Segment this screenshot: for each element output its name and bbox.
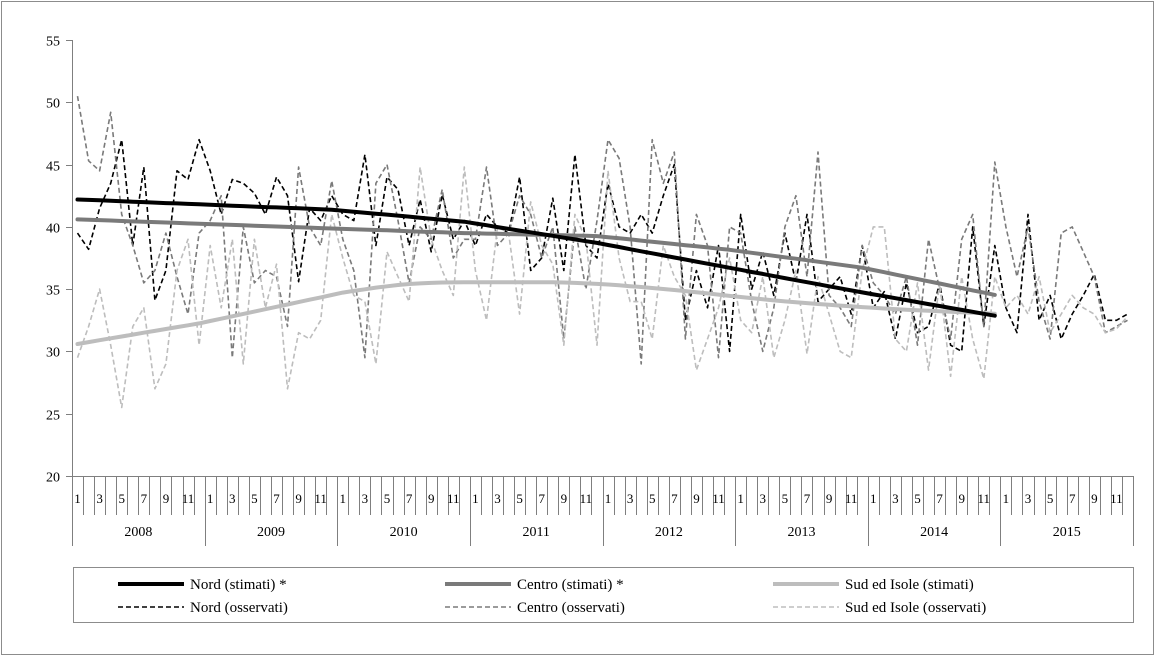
month-tick-label: 9	[163, 491, 170, 506]
y-tick-label: 45	[46, 160, 60, 175]
legend: Nord (stimati) * Centro (stimati) * Sud ed…	[73, 567, 1134, 623]
month-tick-label: 11	[580, 491, 593, 506]
legend-label: Sud ed Isole (osservati)	[845, 600, 986, 616]
month-tick-label: 5	[251, 491, 258, 506]
year-tick-label: 2010	[390, 525, 418, 540]
month-tick-label: 9	[958, 491, 965, 506]
year-tick-label: 2009	[257, 525, 285, 540]
y-tick-label: 40	[46, 222, 60, 237]
year-tick-label: 2014	[920, 525, 948, 540]
y-tick-label: 55	[46, 35, 60, 50]
month-tick-label: 7	[671, 491, 678, 506]
month-tick-label: 5	[649, 491, 656, 506]
series-lines	[75, 95, 1129, 409]
legend-box	[73, 567, 1134, 623]
month-tick-label: 3	[229, 491, 236, 506]
y-tick-label: 30	[46, 346, 60, 361]
month-tick-label: 3	[96, 491, 103, 506]
month-tick-label: 11	[845, 491, 858, 506]
month-tick-label: 5	[1047, 491, 1054, 506]
month-tick-label: 11	[447, 491, 460, 506]
series-line-3	[76, 138, 1128, 353]
series-line-2	[75, 280, 997, 346]
month-tick-label: 5	[516, 491, 523, 506]
month-tick-label: 11	[182, 491, 195, 506]
month-tick-label: 7	[538, 491, 545, 506]
month-tick-label: 11	[314, 491, 327, 506]
month-tick-label: 1	[605, 491, 612, 506]
month-tick-label: 1	[340, 491, 347, 506]
year-tick-label: 2013	[787, 525, 815, 540]
month-tick-label: 5	[782, 491, 789, 506]
y-tick-label: 50	[46, 97, 60, 112]
month-tick-label: 11	[1110, 491, 1123, 506]
series-line-5	[76, 166, 1129, 409]
year-tick-label: 2012	[655, 525, 683, 540]
month-tick-label: 5	[914, 491, 921, 506]
month-tick-label: 7	[804, 491, 811, 506]
month-tick-label: 9	[826, 491, 833, 506]
y-tick-label: 20	[46, 471, 60, 486]
month-tick-label: 1	[207, 491, 214, 506]
month-tick-label: 11	[978, 491, 991, 506]
month-tick-label: 11	[712, 491, 725, 506]
legend-label: Nord (stimati) *	[190, 577, 287, 593]
month-tick-label: 9	[295, 491, 302, 506]
month-tick-label: 3	[892, 491, 899, 506]
legend-label: Centro (osservati)	[517, 600, 625, 616]
month-tick-label: 1	[1003, 491, 1010, 506]
month-tick-label: 3	[362, 491, 369, 506]
month-tick-label: 1	[737, 491, 744, 506]
month-tick-label: 7	[406, 491, 413, 506]
legend-label: Nord (osservati)	[190, 600, 288, 616]
series-line-4	[76, 95, 1128, 365]
legend-label: Centro (stimati) *	[517, 577, 624, 593]
month-tick-label: 3	[1025, 491, 1032, 506]
month-tick-label: 5	[384, 491, 391, 506]
month-tick-label: 1	[472, 491, 479, 506]
month-tick-label: 7	[273, 491, 280, 506]
y-tick-label: 35	[46, 284, 60, 299]
month-tick-label: 3	[760, 491, 767, 506]
month-tick-label: 9	[1091, 491, 1098, 506]
year-tick-label: 2015	[1053, 525, 1081, 540]
legend-label: Sud ed Isole (stimati)	[845, 577, 974, 593]
month-tick-label: 3	[627, 491, 634, 506]
month-tick-label: 9	[693, 491, 700, 506]
month-tick-label: 7	[141, 491, 148, 506]
y-tick-label: 25	[46, 409, 60, 424]
year-tick-label: 2008	[124, 525, 152, 540]
year-tick-label: 2011	[522, 525, 549, 540]
month-tick-label: 1	[74, 491, 81, 506]
month-tick-label: 9	[428, 491, 435, 506]
series-line-0	[75, 197, 997, 318]
month-tick-label: 9	[561, 491, 568, 506]
month-tick-label: 1	[870, 491, 877, 506]
month-tick-label: 7	[1069, 491, 1076, 506]
month-tick-label: 7	[936, 491, 943, 506]
month-tick-label: 3	[494, 491, 501, 506]
month-tick-label: 5	[118, 491, 125, 506]
